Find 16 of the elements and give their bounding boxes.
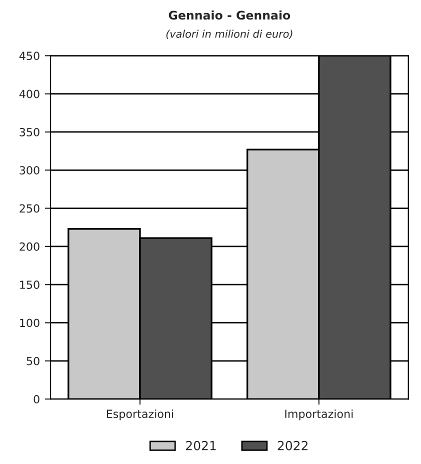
y-tick-label: 200: [20, 242, 40, 251]
chart-title: Gennaio - Gennaio: [168, 10, 290, 20]
y-tick-label: 400: [19, 90, 40, 98]
x-tick-label: Esportazioni: [106, 409, 174, 420]
y-tick-label: 150: [20, 280, 40, 289]
legend-label: 2022: [278, 440, 308, 450]
y-tick-label: 250: [20, 204, 40, 213]
y-tick-label: 350: [20, 128, 40, 136]
legend-label: 2021: [186, 440, 216, 450]
y-tick-label: 50: [26, 356, 40, 366]
chart-subtitle: (valori in milioni di euro): [166, 30, 292, 40]
y-tick-label: 100: [20, 318, 40, 328]
y-tick-label: 450: [19, 52, 40, 60]
y-tick-label: 300: [20, 166, 40, 175]
y-tick-label: 0: [34, 395, 40, 404]
x-tick-label: Importazioni: [285, 409, 353, 420]
